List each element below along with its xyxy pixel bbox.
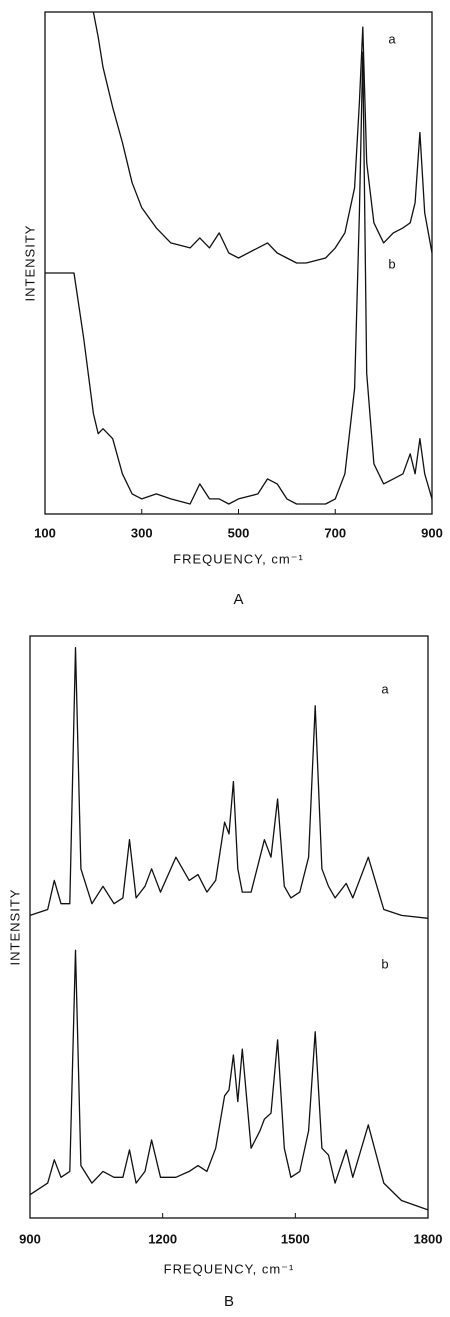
series-label: b [381,956,388,971]
x-tick-label: 300 [131,525,153,540]
x-tick-label: 900 [19,1231,41,1246]
x-axis-label: FREQUENCY, cm⁻¹ [164,1261,295,1276]
spectrum-line [92,11,433,264]
panel-title: A [233,591,243,608]
spectrum-line [29,646,429,919]
plot-frame [29,635,429,1219]
y-axis-label: INTENSITY [22,225,37,302]
panel-title: B [224,1293,234,1310]
x-tick-label: 1800 [414,1231,443,1246]
x-axis-label: FREQUENCY, cm⁻¹ [173,551,304,566]
series-label: b [388,256,395,271]
x-tick-label: 1200 [148,1231,177,1246]
series-label: a [381,681,389,696]
spectrum-line [45,51,433,505]
x-tick-label: 500 [228,525,250,540]
spectrum-line [29,949,429,1211]
x-tick-label: 700 [324,525,346,540]
x-tick-label: 100 [34,525,56,540]
plot-frame [44,11,433,515]
y-axis-label: INTENSITY [7,889,22,966]
x-tick-label: 900 [421,525,443,540]
x-tick-label: 1500 [281,1231,310,1246]
series-label: a [388,31,396,46]
